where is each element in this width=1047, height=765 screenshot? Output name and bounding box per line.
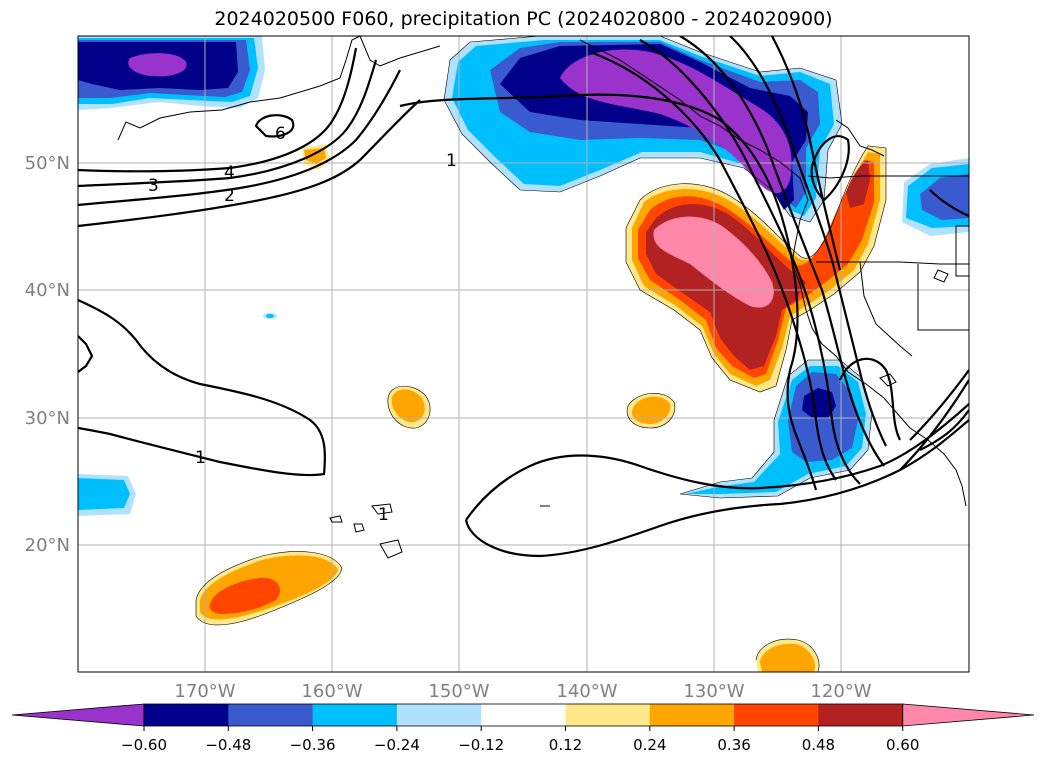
contour-label-6: 6 — [275, 124, 286, 144]
colorbar-tick-label: −0.48 — [205, 736, 251, 754]
colorbar-tick-label: −0.60 — [121, 736, 167, 754]
map-area: 1 2 3 4 6 1 1 — [78, 36, 969, 672]
lat-label-20n: 20°N — [25, 535, 70, 556]
longitude-labels: 170°W 160°W 150°W 140°W 130°W 120°W — [174, 681, 871, 702]
colorbar: −0.60 −0.48 −0.36 −0.24 −0.12 0.12 0.24 0.36 0.4… — [11, 703, 1035, 754]
colorbar-segment — [818, 704, 904, 726]
lon-label-150w: 150°W — [428, 681, 489, 702]
contour-labels: 1 2 3 4 6 1 1 — [148, 124, 457, 525]
positive-anomaly-fill-california-plume — [626, 146, 886, 392]
contour-label-1-west: 1 — [195, 448, 206, 468]
colorbar-segment — [649, 704, 735, 726]
contour-label-4: 4 — [224, 163, 235, 183]
colorbar-tick-label: 0.48 — [802, 736, 835, 754]
colorbar-segment — [144, 704, 229, 726]
graticule — [78, 36, 969, 672]
colorbar-segment — [734, 704, 819, 726]
colorbar-tick-label: 0.12 — [549, 736, 582, 754]
colorbar-tick-label: −0.36 — [290, 736, 336, 754]
colorbar-segment — [481, 704, 566, 726]
negative-anomaly-fill-west-edge — [78, 474, 136, 516]
colorbar-segment — [312, 704, 398, 726]
positive-anomaly-fill-central-pacific-spots — [302, 144, 675, 429]
negative-anomaly-fill-northwest — [78, 36, 265, 110]
colorbar-tick-label: −0.24 — [374, 736, 420, 754]
contour-label-2: 2 — [224, 186, 235, 206]
colorbar-tick-label: 0.24 — [633, 736, 666, 754]
colorbar-segment — [228, 704, 314, 726]
positive-anomaly-fill-south-pacific — [196, 551, 820, 672]
lon-label-160w: 160°W — [301, 681, 362, 702]
colorbar-extend-low — [11, 703, 145, 727]
lat-label-50n: 50°N — [25, 153, 70, 174]
map-frame — [77, 35, 970, 673]
lat-label-40n: 40°N — [25, 280, 70, 301]
colorbar-segment — [565, 704, 651, 726]
coastlines — [117, 36, 969, 559]
colorbar-segment — [396, 704, 482, 726]
colorbar-tick-label: 0.60 — [886, 736, 919, 754]
lat-label-30n: 30°N — [25, 408, 70, 429]
contour-label-3: 3 — [148, 176, 159, 196]
negative-anomaly-fill-gulf-of-alaska — [444, 36, 842, 222]
contour-label-1-hawaii: 1 — [378, 505, 389, 525]
colorbar-extend-high — [902, 703, 1035, 727]
map-title: 2024020500 F060, precipitation PC (20240… — [214, 8, 833, 30]
lon-label-130w: 130°W — [683, 681, 744, 702]
lon-label-170w: 170°W — [174, 681, 235, 702]
thick-contours — [78, 36, 969, 558]
colorbar-tick-label: 0.36 — [717, 736, 750, 754]
lon-label-120w: 120°W — [810, 681, 871, 702]
colorbar-outline — [143, 703, 904, 727]
contour-label-1-north: 1 — [446, 151, 457, 171]
negative-anomaly-fill-small-spots — [263, 313, 277, 319]
latitude-labels: 50°N 40°N 30°N 20°N — [25, 153, 70, 556]
lon-label-140w: 140°W — [556, 681, 617, 702]
colorbar-tick-label: −0.12 — [458, 736, 504, 754]
